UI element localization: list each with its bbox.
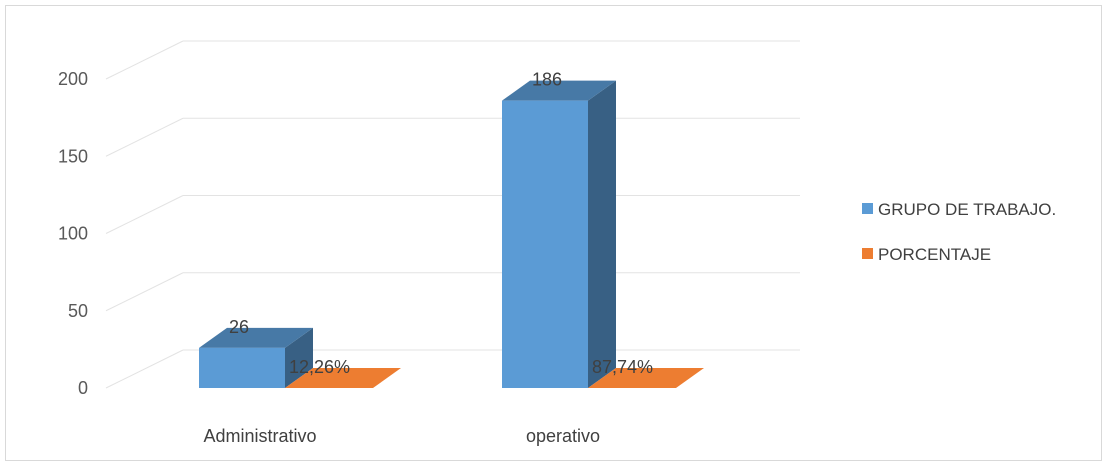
y-tick-label: 150 (58, 146, 88, 166)
legend-label: PORCENTAJE (878, 245, 991, 264)
bar-top (502, 80, 616, 101)
category-label: Administrativo (203, 426, 316, 446)
y-tick-label: 0 (78, 378, 88, 398)
gridline-diagonal (105, 195, 184, 234)
bar (588, 368, 704, 388)
gridlines (105, 40, 800, 389)
bar (199, 347, 285, 388)
y-tick-label: 50 (68, 301, 88, 321)
category-labels: Administrativo operativo (203, 426, 600, 446)
y-axis-ticks: 0 50 100 150 200 (58, 69, 88, 398)
legend-label: GRUPO DE TRABAJO. (878, 200, 1056, 219)
gridline-diagonal (105, 349, 184, 389)
data-label: 87,74% (592, 357, 653, 377)
bar (285, 368, 401, 388)
data-labels: 26 12,26% 186 87,74% (229, 70, 653, 377)
gridline-diagonal (105, 272, 184, 312)
y-tick-label: 100 (58, 224, 88, 244)
gridline-diagonal (105, 117, 184, 157)
legend-swatch (862, 248, 873, 259)
legend: GRUPO DE TRABAJO. PORCENTAJE (862, 200, 1056, 264)
data-label: 12,26% (289, 357, 350, 377)
bar-side (588, 80, 616, 388)
data-label: 26 (229, 317, 249, 337)
bar (502, 100, 588, 388)
y-tick-label: 200 (58, 69, 88, 89)
legend-swatch (862, 203, 873, 214)
gridline-diagonal (105, 40, 184, 80)
bars (199, 80, 704, 388)
category-label: operativo (526, 426, 600, 446)
bar-top (199, 327, 313, 348)
bar-side (285, 327, 313, 388)
data-label: 186 (532, 70, 562, 90)
